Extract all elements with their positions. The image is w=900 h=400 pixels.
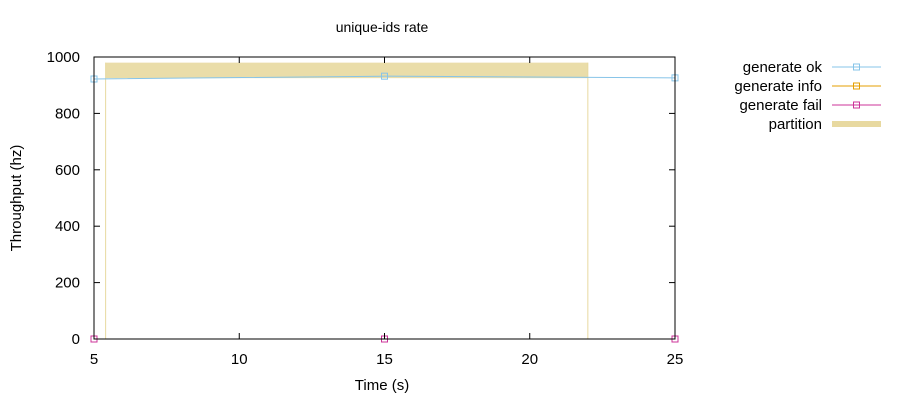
x-tick-label: 15 <box>376 351 393 368</box>
legend-label-generate-info: generate info <box>734 78 822 95</box>
legend-label-generate-ok: generate ok <box>743 59 823 76</box>
legend-marker-generate-info <box>853 82 860 90</box>
partition-layer <box>105 62 589 339</box>
series-line-generate-ok <box>93 75 676 80</box>
y-tick-label: 400 <box>55 218 80 235</box>
legend-label-partition: partition <box>769 116 822 133</box>
y-tick-label: 600 <box>55 162 80 179</box>
y-tick-label: 800 <box>55 105 80 122</box>
legend-marker-generate-ok <box>853 63 860 71</box>
series-layer <box>90 72 679 343</box>
x-tick-label: 5 <box>90 351 98 368</box>
chart-title: unique-ids rate <box>336 19 429 35</box>
y-tick-label: 1000 <box>47 49 80 66</box>
x-ticks: 5 10 15 20 25 <box>90 57 684 368</box>
y-tick-label: 200 <box>55 275 80 292</box>
y-ticks: 0 200 400 600 800 1000 <box>47 49 675 348</box>
partition-band <box>105 62 588 79</box>
x-tick-label: 20 <box>521 351 538 368</box>
y-axis-label: Throughput (hz) <box>8 145 25 252</box>
legend-label-generate-fail: generate fail <box>739 97 822 114</box>
legend-marker-generate-fail <box>853 101 860 109</box>
legend: generate ok generate info generate fail par… <box>734 59 881 133</box>
x-axis-label: Time (s) <box>355 377 409 394</box>
y-tick-label: 0 <box>72 331 80 348</box>
x-tick-label: 10 <box>231 351 248 368</box>
x-tick-label: 25 <box>667 351 684 368</box>
data-point-generate-ok <box>381 72 388 80</box>
